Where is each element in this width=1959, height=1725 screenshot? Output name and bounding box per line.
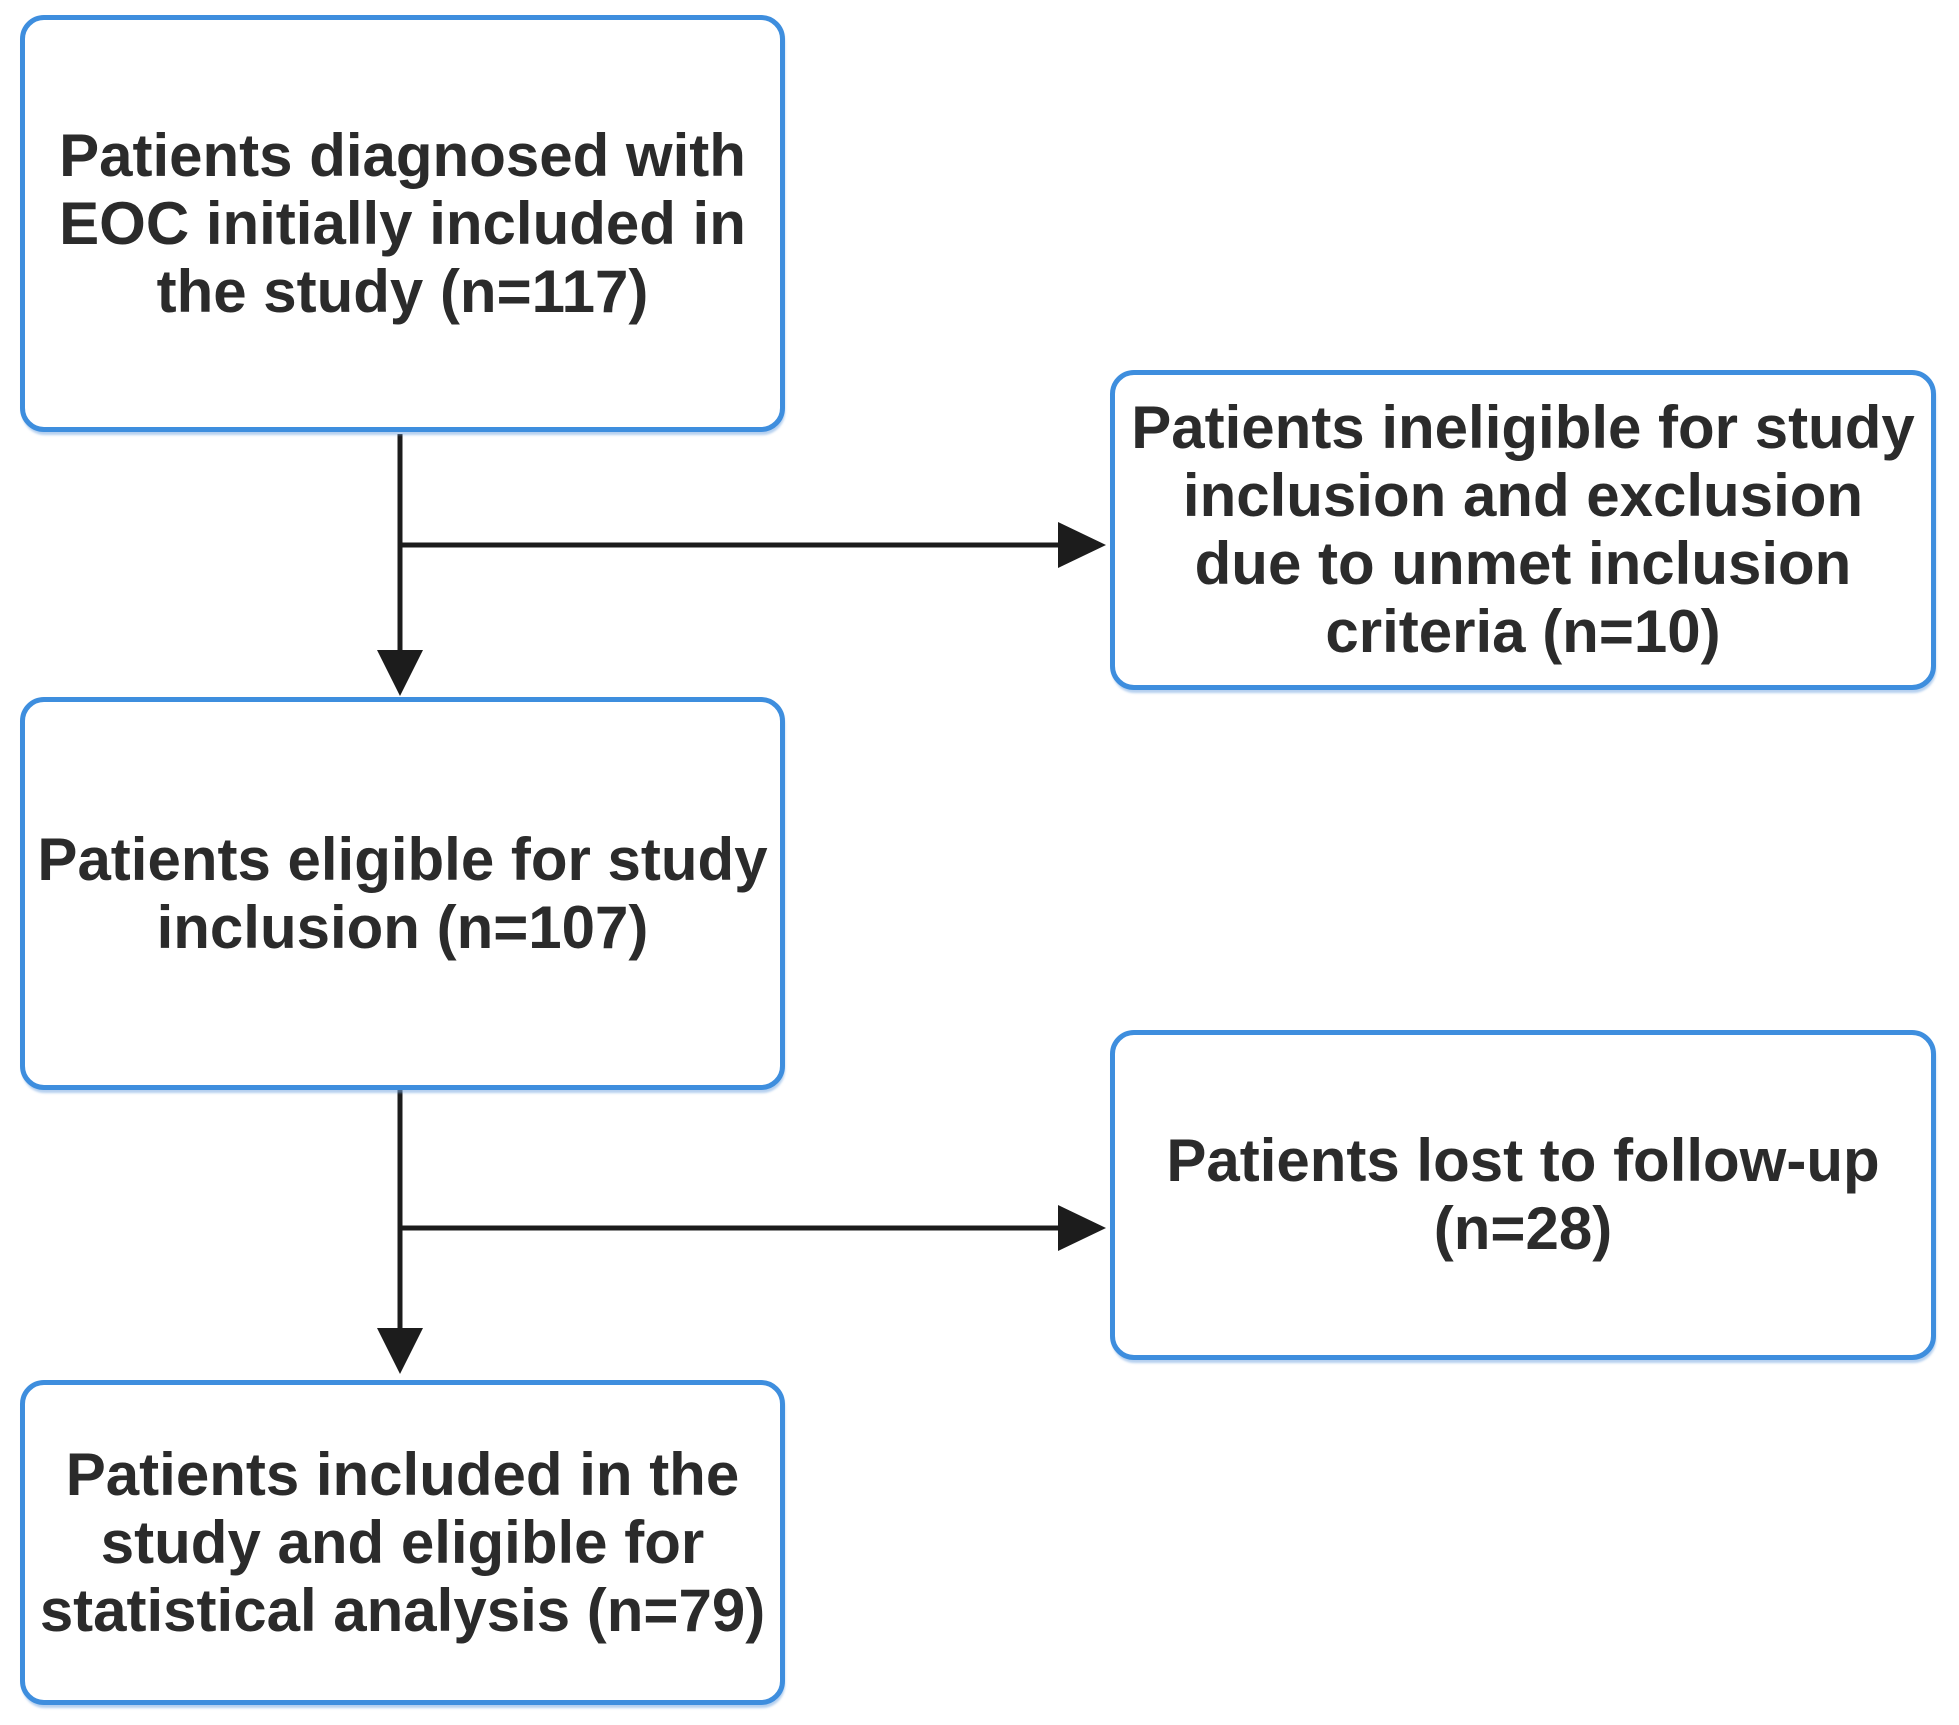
node-patients-ineligible-line: due to unmet inclusion	[1194, 530, 1852, 597]
node-patients-analyzed-line: Patients included in the	[65, 1440, 740, 1508]
node-patients-lost-followup-line: (n=28)	[1433, 1195, 1613, 1262]
node-patients-analyzed-line: statistical analysis (n=79)	[39, 1576, 766, 1644]
node-patients-ineligible-line: criteria (n=10)	[1325, 598, 1721, 665]
node-patients-analyzed: Patients included in the study and eligi…	[20, 1380, 785, 1705]
node-patients-initial: Patients diagnosed with EOC initially in…	[20, 15, 785, 432]
node-patients-initial-line: EOC initially included in	[59, 189, 746, 257]
node-patients-analyzed-line: study and eligible for	[100, 1508, 705, 1576]
arrow-eligible-to-analyzed-head	[377, 1328, 423, 1374]
arrow-branch-to-ineligible-head	[1058, 522, 1106, 568]
node-patients-eligible-line: Patients eligible for study	[37, 825, 768, 893]
node-patients-eligible: Patients eligible for study inclusion (n…	[20, 697, 785, 1090]
node-patients-ineligible-line: Patients ineligible for study	[1131, 394, 1915, 461]
node-patients-initial-line: the study (n=117)	[156, 257, 649, 325]
node-patients-lost-followup-line: Patients lost to follow-up	[1166, 1127, 1880, 1194]
node-patients-ineligible: Patients ineligible for study inclusion …	[1110, 370, 1936, 690]
node-patients-initial-line: Patients diagnosed with	[59, 121, 746, 189]
node-patients-lost-followup: Patients lost to follow-up (n=28)	[1110, 1030, 1936, 1360]
arrow-branch-to-lost-head	[1058, 1205, 1106, 1251]
arrow-initial-to-eligible-head	[377, 650, 423, 696]
node-patients-eligible-line: inclusion (n=107)	[156, 893, 649, 961]
node-patients-ineligible-line: inclusion and exclusion	[1182, 462, 1864, 529]
